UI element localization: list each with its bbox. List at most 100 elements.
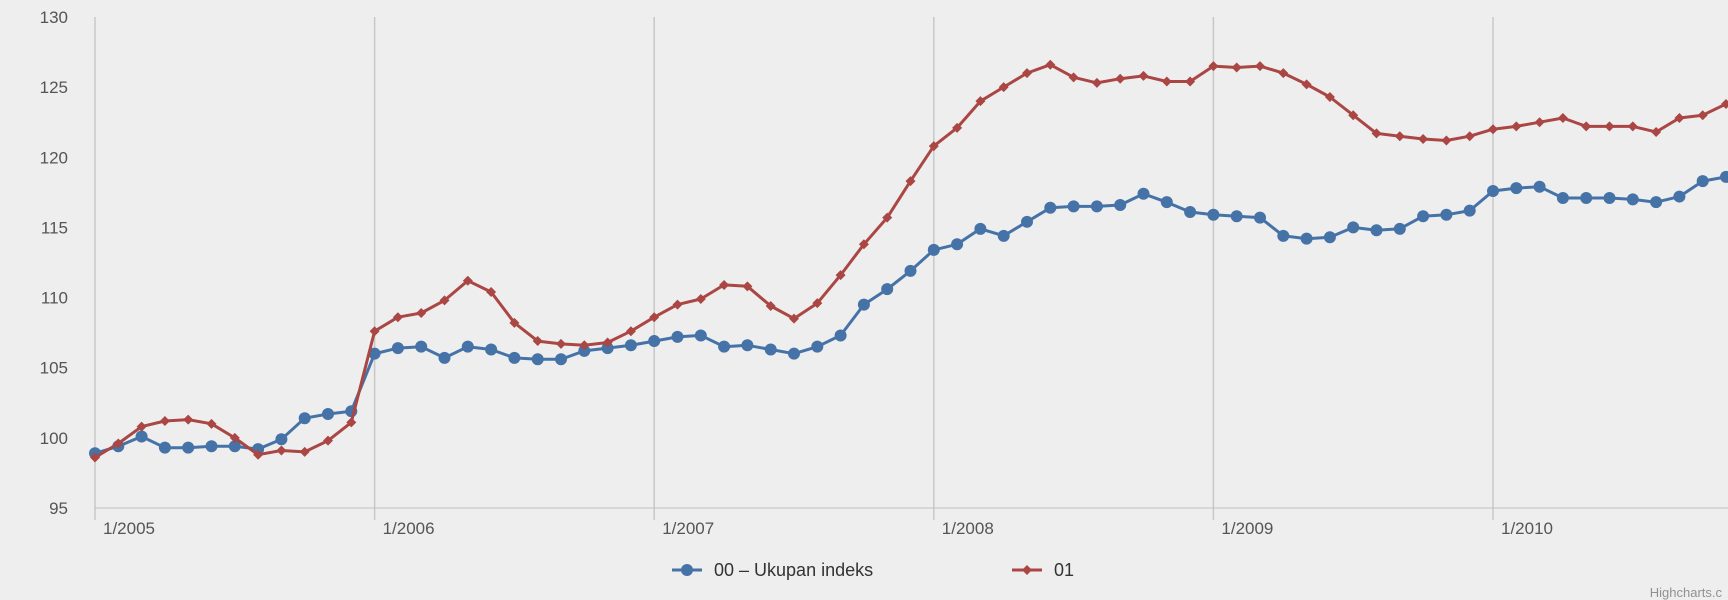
series-1-point[interactable] xyxy=(1626,193,1639,206)
series-1-point[interactable] xyxy=(648,335,661,348)
series-2-point[interactable] xyxy=(462,275,473,286)
series-2-point[interactable] xyxy=(602,337,613,348)
series-2-point[interactable] xyxy=(1324,91,1335,102)
series-2-point[interactable] xyxy=(1721,98,1728,109)
series-1-point[interactable] xyxy=(368,347,381,360)
series-2-point[interactable] xyxy=(206,418,217,429)
series-2-point[interactable] xyxy=(556,338,566,349)
series-1-point[interactable] xyxy=(997,229,1010,242)
series-2-point[interactable] xyxy=(1115,73,1126,84)
series-1-point[interactable] xyxy=(834,329,847,342)
series-1-point[interactable] xyxy=(531,353,544,366)
series-2-point[interactable] xyxy=(486,286,497,297)
series-2-point[interactable] xyxy=(789,313,799,324)
series-2-point[interactable] xyxy=(136,421,147,432)
series-1-point[interactable] xyxy=(718,340,731,353)
series-1-point[interactable] xyxy=(1230,210,1243,223)
series-1-point[interactable] xyxy=(1044,201,1057,214)
series-2-point[interactable] xyxy=(276,445,287,456)
series-1-point[interactable] xyxy=(927,243,940,256)
series-2-point[interactable] xyxy=(719,279,730,290)
series-1-point[interactable] xyxy=(555,353,567,366)
series-1-point[interactable] xyxy=(1556,191,1569,204)
series-2-point[interactable] xyxy=(1604,121,1615,132)
series-1-point[interactable] xyxy=(1603,191,1616,204)
series-1-point[interactable] xyxy=(1463,204,1476,217)
series-2-point[interactable] xyxy=(1697,110,1708,121)
series-2-point[interactable] xyxy=(1348,110,1359,121)
series-2-point[interactable] xyxy=(905,176,916,187)
series-2-point[interactable] xyxy=(253,449,264,460)
series-1-point[interactable] xyxy=(881,283,894,296)
series-1-point[interactable] xyxy=(601,342,614,355)
series-2-point[interactable] xyxy=(812,298,823,309)
series-2-point[interactable] xyxy=(952,122,963,133)
series-2-point[interactable] xyxy=(509,317,520,328)
series-1-point[interactable] xyxy=(1417,210,1430,223)
series-1-point[interactable] xyxy=(1487,184,1499,197)
series-2-point[interactable] xyxy=(975,96,986,107)
series-1-point[interactable] xyxy=(182,441,195,454)
series-2-point[interactable] xyxy=(439,295,450,306)
series-1-point[interactable] xyxy=(951,238,964,251)
series-1-point[interactable] xyxy=(1160,196,1173,209)
series-1-point[interactable] xyxy=(1254,211,1266,224)
series-1-point[interactable] xyxy=(508,351,521,364)
series-2-point[interactable] xyxy=(113,438,124,449)
series-1-point[interactable] xyxy=(135,430,148,443)
series-2-point[interactable] xyxy=(159,416,170,427)
series-2-point[interactable] xyxy=(649,312,660,323)
series-1-point[interactable] xyxy=(205,440,218,453)
series-2-point[interactable] xyxy=(1208,61,1219,72)
series-1-point[interactable] xyxy=(811,340,824,353)
legend-item-series-2[interactable]: 01 xyxy=(1012,560,1074,580)
series-1-point[interactable] xyxy=(788,347,800,360)
series-1-point[interactable] xyxy=(694,329,707,342)
series-1-point[interactable] xyxy=(1021,215,1033,228)
series-1-point[interactable] xyxy=(298,412,311,425)
series-2-point[interactable] xyxy=(183,414,194,425)
series-1-point[interactable] xyxy=(1137,187,1150,200)
series-1-point[interactable] xyxy=(1370,224,1383,237)
series-2-point[interactable] xyxy=(1185,76,1196,87)
series-2-point[interactable] xyxy=(1371,128,1382,139)
series-1-point[interactable] xyxy=(322,408,334,421)
series-1-point[interactable] xyxy=(1440,208,1453,221)
series-2-point[interactable] xyxy=(1138,70,1149,81)
series-1-point[interactable] xyxy=(1184,205,1197,218)
series-1-point[interactable] xyxy=(1067,200,1080,213)
series-1-point[interactable] xyxy=(1347,221,1360,234)
series-2-point[interactable] xyxy=(1488,124,1498,135)
series-2-point[interactable] xyxy=(695,293,706,304)
series-1-point[interactable] xyxy=(438,351,451,364)
series-2-point[interactable] xyxy=(742,281,753,292)
series-1-point[interactable] xyxy=(974,222,987,235)
series-1-point[interactable] xyxy=(415,340,428,353)
series-1-point[interactable] xyxy=(158,441,171,454)
series-1-point[interactable] xyxy=(1300,232,1313,245)
series-1-point[interactable] xyxy=(1673,190,1686,203)
series-1-point[interactable] xyxy=(1533,180,1546,193)
series-2-point[interactable] xyxy=(672,299,683,310)
series-1-point[interactable] xyxy=(1114,198,1127,211)
series-1-point[interactable] xyxy=(1090,200,1103,213)
series-1-point[interactable] xyxy=(857,298,870,311)
series-1-point[interactable] xyxy=(1323,231,1336,244)
series-2-point[interactable] xyxy=(1511,121,1522,132)
series-1-point[interactable] xyxy=(741,339,754,352)
series-2-point[interactable] xyxy=(882,212,893,223)
series-2-point[interactable] xyxy=(1441,135,1452,146)
series-2-point[interactable] xyxy=(416,308,427,319)
series-2-point[interactable] xyxy=(1068,72,1079,83)
series-2-point[interactable] xyxy=(858,239,869,250)
series-2-point[interactable] xyxy=(998,82,1009,93)
series-2-point[interactable] xyxy=(1394,131,1405,142)
series-1-point[interactable] xyxy=(1207,208,1220,221)
series-2-point[interactable] xyxy=(532,336,543,347)
series-2-point[interactable] xyxy=(229,432,240,443)
series-2-point[interactable] xyxy=(835,270,846,281)
series-1-point[interactable] xyxy=(1277,229,1290,242)
series-1-point[interactable] xyxy=(1720,170,1728,183)
series-2-point[interactable] xyxy=(323,435,333,446)
series-2-point[interactable] xyxy=(1557,113,1568,124)
